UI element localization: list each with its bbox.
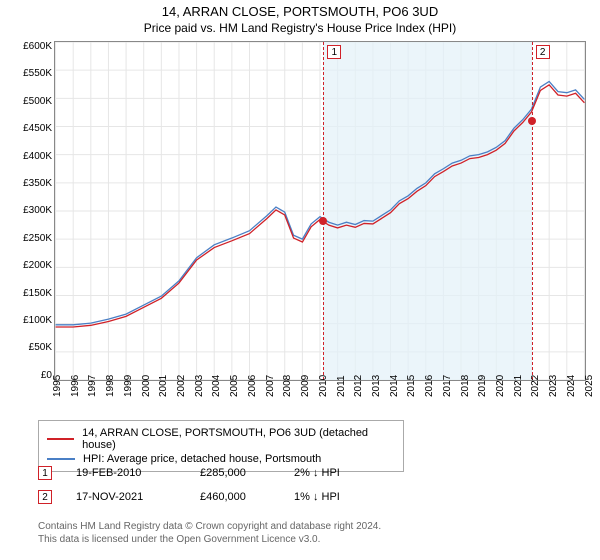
y-tick-label: £500K <box>10 96 52 107</box>
legend: 14, ARRAN CLOSE, PORTSMOUTH, PO6 3UD (de… <box>38 420 404 472</box>
page-title: 14, ARRAN CLOSE, PORTSMOUTH, PO6 3UD <box>0 0 600 19</box>
y-tick-label: £0 <box>10 370 52 381</box>
y-tick-label: £450K <box>10 123 52 134</box>
legend-item: 14, ARRAN CLOSE, PORTSMOUTH, PO6 3UD (de… <box>47 426 395 452</box>
y-tick-label: £100K <box>10 315 52 326</box>
y-axis: £600K £550K £500K £450K £400K £350K £300K £250K… <box>10 41 52 381</box>
y-tick-label: £150K <box>10 288 52 299</box>
y-tick-label: £200K <box>10 260 52 271</box>
sale-hpi: 1% ↓ HPI <box>294 491 384 503</box>
y-tick-label: £550K <box>10 68 52 79</box>
footer-line: Contains HM Land Registry data © Crown c… <box>38 520 578 533</box>
sale-price: £460,000 <box>200 491 270 503</box>
sale-price: £285,000 <box>200 467 270 479</box>
plot-area: 12 <box>54 41 586 381</box>
y-tick-label: £600K <box>10 41 52 52</box>
legend-item: HPI: Average price, detached house, Port… <box>47 452 395 466</box>
y-tick-label: £50K <box>10 342 52 353</box>
sale-marker-dot <box>528 117 536 125</box>
y-tick-label: £250K <box>10 233 52 244</box>
sale-row: 1 19-FEB-2010 £285,000 2% ↓ HPI <box>38 466 538 480</box>
sale-marker-line <box>532 42 533 380</box>
sale-date: 17-NOV-2021 <box>76 491 176 503</box>
x-axis: 1995199619971998199920002001200220032004… <box>54 383 586 405</box>
sale-hpi: 2% ↓ HPI <box>294 467 384 479</box>
chart-container: 14, ARRAN CLOSE, PORTSMOUTH, PO6 3UD Pri… <box>0 0 600 560</box>
sale-marker-icon: 2 <box>38 490 52 504</box>
sale-marker-dot <box>319 217 327 225</box>
sale-marker-icon: 1 <box>38 466 52 480</box>
footer-line: This data is licensed under the Open Gov… <box>38 533 578 546</box>
page-subtitle: Price paid vs. HM Land Registry's House … <box>0 19 600 41</box>
sales-table: 2 17-NOV-2021 £460,000 1% ↓ HPI <box>38 490 538 504</box>
y-tick-label: £300K <box>10 205 52 216</box>
sales-table: 1 19-FEB-2010 £285,000 2% ↓ HPI <box>38 466 538 480</box>
legend-swatch <box>47 438 74 440</box>
legend-label: HPI: Average price, detached house, Port… <box>83 453 321 465</box>
sale-date: 19-FEB-2010 <box>76 467 176 479</box>
legend-label: 14, ARRAN CLOSE, PORTSMOUTH, PO6 3UD (de… <box>82 427 395 451</box>
series-lines <box>55 42 585 380</box>
legend-swatch <box>47 458 75 460</box>
footer: Contains HM Land Registry data © Crown c… <box>38 520 578 546</box>
y-tick-label: £400K <box>10 151 52 162</box>
sale-marker-box: 1 <box>327 45 341 59</box>
y-tick-label: £350K <box>10 178 52 189</box>
chart: £600K £550K £500K £450K £400K £350K £300K £250K… <box>10 41 590 406</box>
sale-row: 2 17-NOV-2021 £460,000 1% ↓ HPI <box>38 490 538 504</box>
sale-marker-line <box>323 42 324 380</box>
sale-marker-box: 2 <box>536 45 550 59</box>
